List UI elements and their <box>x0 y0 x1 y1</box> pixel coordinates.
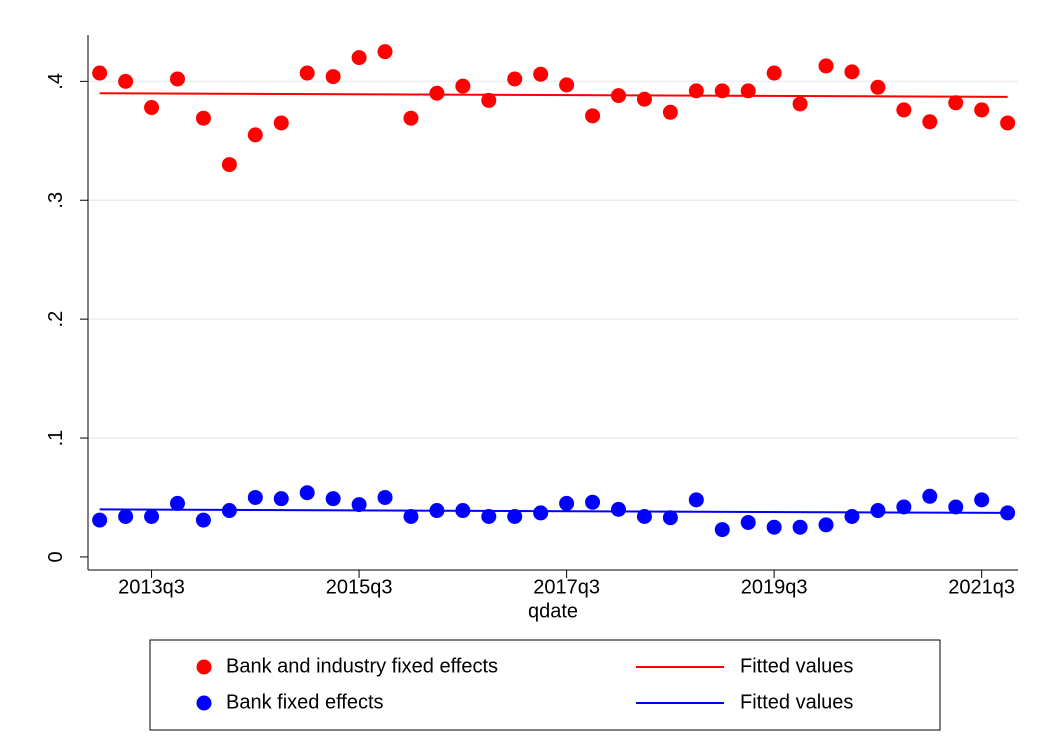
point <box>247 489 263 505</box>
point <box>559 495 575 511</box>
legend-label: Bank fixed effects <box>226 691 384 713</box>
point <box>844 509 860 524</box>
point <box>169 71 185 87</box>
x-tick-label: 2017q3 <box>533 576 600 598</box>
point <box>740 83 756 99</box>
point <box>818 58 834 74</box>
point <box>195 110 211 126</box>
point <box>169 495 185 511</box>
point <box>481 92 497 108</box>
point <box>273 491 289 507</box>
point <box>273 115 289 131</box>
point <box>299 485 315 501</box>
point <box>896 499 912 515</box>
point <box>585 108 601 124</box>
point <box>507 509 523 524</box>
legend-box <box>149 639 941 731</box>
point <box>144 509 160 524</box>
point <box>714 522 730 538</box>
x-axis-title: qdate <box>528 600 578 622</box>
point <box>299 65 315 81</box>
point <box>481 509 497 524</box>
point <box>533 66 549 82</box>
point <box>144 100 160 116</box>
point <box>325 491 341 507</box>
point <box>766 519 782 535</box>
point <box>948 499 964 515</box>
point <box>455 78 471 94</box>
point <box>247 127 263 143</box>
fitted-line <box>99 92 1008 98</box>
point <box>429 85 445 101</box>
point <box>325 69 341 85</box>
point <box>714 83 730 99</box>
point <box>195 512 211 528</box>
point <box>585 494 601 510</box>
point <box>559 77 575 93</box>
point <box>403 110 419 126</box>
point <box>974 492 990 508</box>
legend-marker <box>196 695 212 711</box>
point <box>948 95 964 111</box>
point <box>403 509 419 524</box>
point <box>662 104 678 120</box>
y-tick-label: .3 <box>45 192 67 209</box>
point <box>507 71 523 87</box>
point <box>377 489 393 505</box>
point <box>766 65 782 81</box>
point <box>974 102 990 118</box>
point <box>636 91 652 107</box>
point <box>118 509 134 524</box>
legend-label: Bank and industry fixed effects <box>226 655 498 677</box>
legend-marker <box>196 659 212 675</box>
y-tick-label: .4 <box>45 73 67 90</box>
point <box>92 65 108 81</box>
point <box>844 64 860 80</box>
point <box>221 157 237 173</box>
point <box>611 501 627 517</box>
point <box>118 73 134 89</box>
x-tick-label: 2015q3 <box>326 576 393 598</box>
point <box>922 488 938 504</box>
point <box>662 510 678 526</box>
y-tick-label: .1 <box>45 430 67 447</box>
x-tick-label: 2019q3 <box>741 576 808 598</box>
point <box>818 517 834 533</box>
point <box>792 519 808 535</box>
fitted-line <box>99 508 1008 514</box>
point <box>740 514 756 530</box>
point <box>636 509 652 524</box>
point <box>92 512 108 528</box>
point <box>870 79 886 95</box>
point <box>351 50 367 66</box>
y-tick-label: .2 <box>45 311 67 328</box>
point <box>377 44 393 60</box>
point <box>896 102 912 118</box>
point <box>688 492 704 508</box>
point <box>792 96 808 112</box>
point <box>533 505 549 521</box>
point <box>1000 115 1016 131</box>
legend-label: Fitted values <box>740 691 853 713</box>
point <box>922 114 938 130</box>
y-tick-label: 0 <box>45 551 67 562</box>
x-tick-label: 2021q3 <box>948 576 1015 598</box>
point <box>870 503 886 519</box>
x-tick-label: 2013q3 <box>118 576 185 598</box>
point <box>351 497 367 513</box>
legend-label: Fitted values <box>740 655 853 677</box>
